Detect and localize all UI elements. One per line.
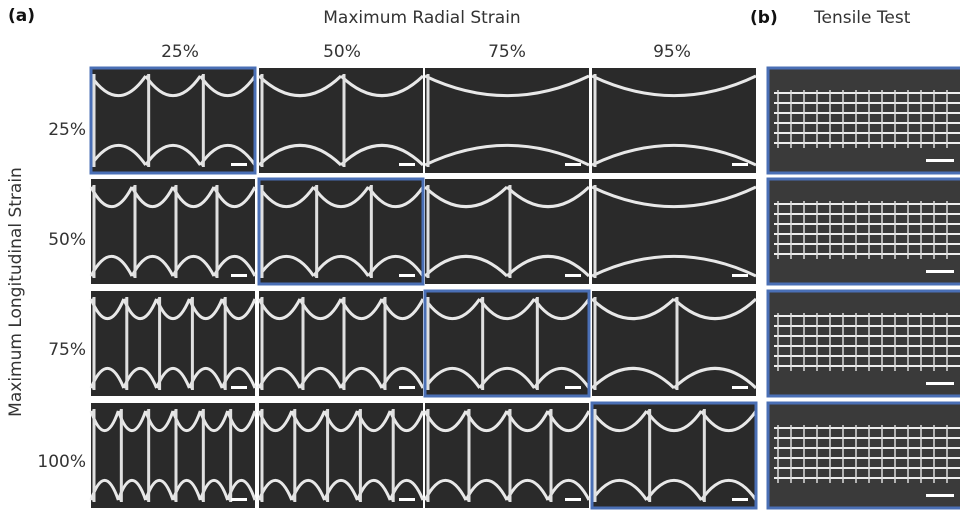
- scale-bar: [399, 274, 415, 277]
- scale-bar: [399, 163, 415, 166]
- micrograph: [425, 403, 589, 508]
- column-label: 75%: [488, 42, 526, 62]
- scale-bar: [926, 494, 954, 497]
- micrograph: [592, 291, 756, 396]
- micrograph: [259, 403, 423, 508]
- column-label: 50%: [323, 42, 361, 62]
- scale-bar: [732, 163, 748, 166]
- micrograph: [259, 68, 423, 173]
- row-label: 50%: [48, 230, 86, 250]
- tensile-image: [768, 291, 960, 396]
- micrograph: [592, 179, 756, 284]
- scale-bar: [231, 498, 247, 501]
- panel-label: (a): [8, 6, 35, 26]
- scale-bar: [565, 386, 581, 389]
- image-background: [768, 291, 960, 396]
- tensile-image: [768, 403, 960, 508]
- micrograph: [592, 403, 756, 508]
- column-title: Maximum Radial Strain: [323, 8, 520, 28]
- column-label: 95%: [653, 42, 691, 62]
- scale-bar: [399, 498, 415, 501]
- scale-bar: [926, 270, 954, 273]
- image-background: [425, 68, 589, 173]
- scale-bar: [926, 382, 954, 385]
- scale-bar: [732, 274, 748, 277]
- image-background: [259, 403, 423, 508]
- micrograph: [91, 68, 255, 173]
- column-label: 25%: [161, 42, 199, 62]
- image-background: [592, 179, 756, 284]
- image-background: [259, 68, 423, 173]
- image-background: [592, 291, 756, 396]
- micrograph: [91, 179, 255, 284]
- tensile-image: [768, 68, 960, 173]
- row-title: Maximum Longitudinal Strain: [6, 167, 26, 417]
- row-label: 100%: [37, 452, 86, 472]
- image-background: [592, 403, 756, 508]
- image-background: [259, 179, 423, 284]
- row-label: 25%: [48, 120, 86, 140]
- micrograph: [91, 291, 255, 396]
- micrograph: [259, 179, 423, 284]
- image-background: [91, 291, 255, 396]
- scale-bar: [565, 163, 581, 166]
- row-label: 75%: [48, 340, 86, 360]
- image-background: [91, 179, 255, 284]
- scale-bar: [399, 386, 415, 389]
- scale-bar: [926, 159, 954, 162]
- micrograph: [425, 68, 589, 173]
- image-background: [259, 291, 423, 396]
- panel-label: (b): [750, 8, 778, 28]
- micrograph: [425, 179, 589, 284]
- scale-bar: [732, 498, 748, 501]
- image-grid: [91, 68, 960, 508]
- image-background: [425, 403, 589, 508]
- image-background: [592, 68, 756, 173]
- figure: (a) Maximum Radial Strain (b) Tensile Te…: [0, 0, 960, 511]
- image-background: [425, 179, 589, 284]
- image-background: [768, 179, 960, 284]
- image-background: [768, 403, 960, 508]
- scale-bar: [231, 386, 247, 389]
- image-background: [91, 68, 255, 173]
- micrograph: [592, 68, 756, 173]
- scale-bar: [231, 274, 247, 277]
- scale-bar: [732, 386, 748, 389]
- image-background: [425, 291, 589, 396]
- tensile-image: [768, 179, 960, 284]
- image-background: [768, 68, 960, 173]
- micrograph: [259, 291, 423, 396]
- micrograph: [425, 291, 589, 396]
- scale-bar: [231, 163, 247, 166]
- scale-bar: [565, 274, 581, 277]
- scale-bar: [565, 498, 581, 501]
- micrograph: [91, 403, 255, 508]
- panel-title: Tensile Test: [813, 8, 911, 28]
